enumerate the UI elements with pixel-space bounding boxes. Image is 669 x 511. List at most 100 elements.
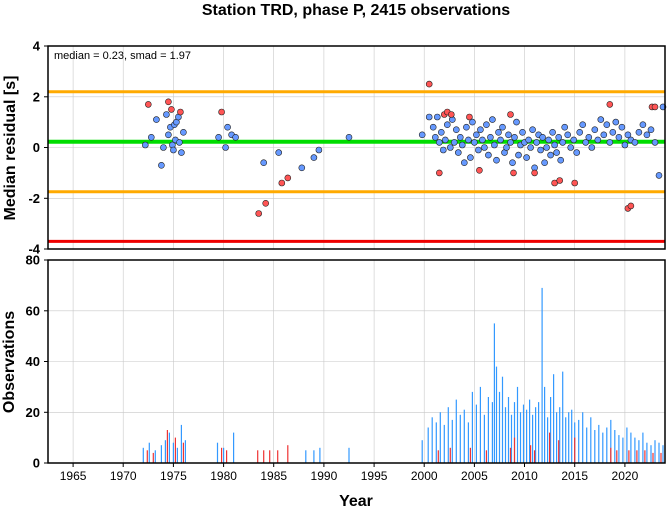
outlier-point: [425, 80, 433, 88]
observation-bar: [634, 437, 636, 463]
residual-point: [591, 126, 599, 133]
outlier-observation-bar: [660, 452, 662, 463]
residual-point: [487, 134, 494, 141]
outlier-point: [510, 169, 517, 177]
residual-point: [441, 136, 449, 144]
residual-y-axis-label: Median residual [s]: [2, 76, 19, 221]
observation-bar: [622, 437, 624, 463]
x-tick-label: 1970: [110, 469, 137, 483]
observation-bar: [568, 412, 570, 464]
residual-point: [460, 159, 468, 166]
outlier-observation-bar: [263, 450, 265, 463]
residual-point: [180, 129, 187, 136]
observation-bar: [553, 374, 555, 463]
outlier-observation-bar: [469, 447, 471, 463]
median-smad-annotation: median = 0.23, smad = 1.97: [54, 50, 191, 62]
outlier-point: [507, 111, 514, 118]
residual-point: [222, 144, 229, 151]
residual-point: [433, 113, 441, 121]
residual-point: [315, 146, 323, 154]
outlier-point: [571, 179, 579, 187]
residual-point: [477, 126, 484, 133]
residual-point: [481, 144, 488, 151]
outlier-point: [435, 169, 443, 177]
residual-point: [215, 134, 222, 141]
observation-bar: [431, 417, 433, 463]
observation-bar: [172, 442, 174, 463]
outlier-point: [262, 200, 270, 207]
observation-bar: [216, 442, 219, 463]
residual-point: [483, 121, 490, 128]
residual-point: [570, 136, 578, 144]
residual-point: [582, 139, 590, 146]
observation-bar: [526, 409, 528, 463]
residual-point: [545, 136, 552, 144]
observation-bar: [654, 440, 656, 463]
residual-point: [525, 136, 532, 144]
observation-bar: [421, 440, 423, 463]
y-tick-label: -4: [28, 242, 40, 257]
observation-bar: [313, 450, 315, 463]
residual-point: [594, 136, 602, 144]
observation-bar: [479, 386, 481, 463]
x-tick-label: 1990: [311, 469, 338, 483]
residual-point: [446, 144, 454, 151]
residual-point: [603, 121, 611, 128]
residual-point: [615, 134, 623, 141]
observation-bar: [559, 407, 561, 463]
residual-point: [142, 141, 149, 149]
observation-bar: [535, 407, 537, 463]
residual-point: [597, 116, 605, 123]
residual-point: [499, 123, 506, 131]
observation-bar: [475, 404, 477, 463]
observation-bar: [451, 419, 453, 463]
residual-point: [609, 129, 617, 136]
residual-point: [543, 144, 550, 151]
residual-point: [178, 149, 185, 156]
residual-point: [529, 126, 536, 133]
residual-point: [435, 139, 443, 146]
residual-point: [224, 123, 231, 131]
residual-point: [651, 139, 659, 146]
residual-point: [631, 139, 639, 146]
outlier-point: [168, 106, 175, 113]
residual-point: [148, 134, 155, 141]
outlier-point: [255, 210, 263, 217]
observation-bar: [467, 422, 469, 463]
residual-point: [473, 131, 480, 139]
observation-bar: [516, 386, 519, 463]
observation-bar: [504, 407, 507, 463]
residual-point: [539, 134, 546, 141]
observation-bar: [582, 412, 584, 464]
residual-point: [489, 116, 496, 123]
residual-point: [549, 129, 556, 136]
observation-bar: [447, 407, 449, 463]
observation-bar: [538, 402, 540, 463]
residual-point: [495, 129, 502, 136]
outlier-observation-bar: [549, 432, 551, 463]
observation-bar: [471, 391, 473, 463]
residual-point: [260, 159, 268, 166]
year-x-ticks: 1965 1970 1975 1980 1985 1990 1995 2000 2005 2010…: [60, 463, 639, 483]
y-tick-label: 60: [26, 303, 40, 318]
y-tick-label: 20: [26, 405, 40, 420]
outlier-point: [284, 174, 292, 182]
residual-panel: median = 0.23, smad = 1.97 -4 -2 0 2 4 Media…: [2, 39, 667, 257]
residual-point: [643, 131, 651, 139]
residual-point: [456, 134, 464, 141]
residual-point: [513, 118, 520, 126]
observations-panel: 0 20 40 60 80 1965 1970 1975 1980 1985 1990 1995 20…: [1, 253, 666, 510]
outlier-point: [177, 108, 184, 116]
residual-point: [576, 129, 584, 136]
outlier-observation-bar: [610, 447, 612, 463]
residual-point: [503, 144, 510, 151]
residual-point: [509, 159, 516, 166]
observation-bar: [650, 445, 652, 463]
outlier-point: [218, 108, 225, 116]
y-tick-label: 0: [33, 140, 40, 155]
x-tick-label: 1980: [210, 469, 237, 483]
observation-bar: [638, 440, 640, 463]
x-tick-label: 2005: [461, 469, 488, 483]
residual-point: [655, 172, 663, 179]
observations-grid: [48, 259, 665, 464]
